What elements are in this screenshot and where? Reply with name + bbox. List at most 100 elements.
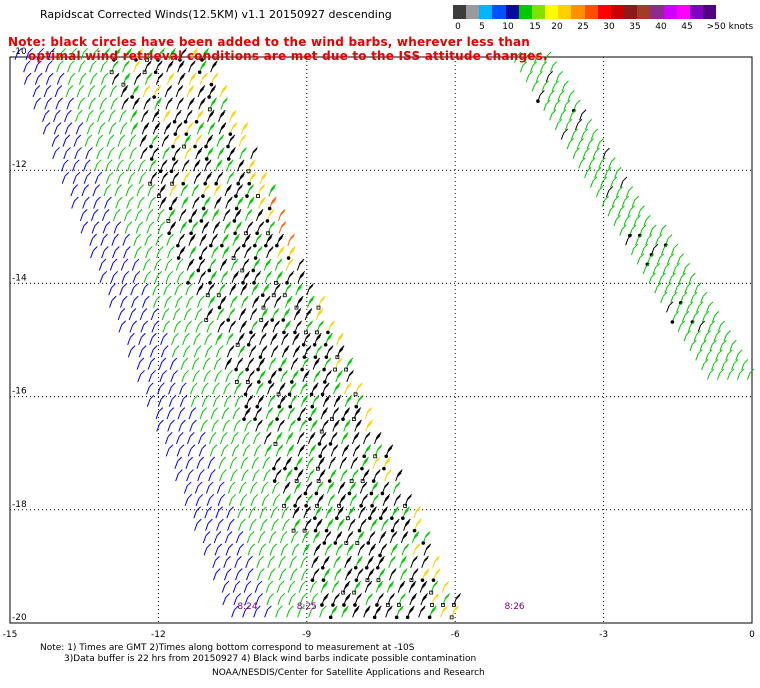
wind-barb (175, 295, 183, 308)
wind-barb (272, 469, 282, 483)
wind-barb (390, 543, 399, 556)
wind-barb (253, 444, 262, 457)
wind-barb (234, 184, 244, 198)
wind-barb (631, 195, 639, 207)
wind-barb (121, 72, 131, 87)
wind-barb (572, 147, 580, 159)
wind-barb (637, 205, 645, 217)
wind-barb (184, 147, 192, 160)
lon-tick-label: -15 (3, 630, 18, 640)
wind-barb (335, 370, 343, 383)
wind-barb (149, 345, 158, 358)
wind-barb (580, 128, 589, 140)
wind-barb (232, 233, 240, 246)
wind-barb (191, 184, 200, 197)
wind-barb (144, 72, 153, 85)
wind-barb (287, 580, 296, 593)
wind-barb (196, 456, 205, 469)
wind-barb (177, 407, 186, 420)
wind-barb (209, 432, 217, 445)
wind-barb (156, 209, 165, 222)
wind-barb (201, 382, 209, 395)
wind-barb (94, 159, 102, 172)
wind-barb (174, 283, 182, 296)
wind-barb (352, 580, 362, 595)
wind-barb (236, 171, 246, 186)
wind-barb (251, 258, 261, 273)
wind-barb (124, 47, 133, 61)
wind-barb (128, 134, 137, 147)
wind-barb (61, 159, 69, 172)
wind-barb (285, 258, 294, 271)
wind-barb (248, 345, 257, 358)
chart-title: Rapidscat Corrected Winds(12.5KM) v1.1 2… (40, 8, 392, 21)
wind-barb (309, 382, 319, 397)
wind-barb (148, 171, 158, 186)
wind-barb (165, 270, 174, 284)
wind-barb (249, 308, 258, 321)
wind-barb (578, 157, 586, 169)
wind-barb (209, 72, 219, 87)
wind-barb (625, 234, 633, 246)
wind-barb (172, 308, 181, 321)
wind-barb (225, 196, 233, 209)
wind-barb (410, 555, 418, 568)
wind-barb (169, 159, 179, 174)
wind-barb (315, 308, 324, 321)
wind-barb (221, 580, 230, 593)
wind-barb (125, 184, 134, 197)
wind-barb (344, 555, 352, 568)
wind-barb (216, 134, 225, 147)
wind-barb (181, 196, 189, 209)
wind-barb (300, 394, 309, 407)
wind-barb (212, 382, 220, 395)
wind-barb (431, 568, 441, 582)
wind-barb (300, 555, 308, 568)
wind-barb (357, 543, 366, 556)
wind-barb (201, 196, 211, 211)
wind-barb (370, 493, 380, 508)
wind-barb (296, 258, 305, 271)
wind-barb (188, 72, 197, 85)
wind-barb (198, 444, 207, 457)
lat-tick-label: -10 (12, 47, 27, 57)
wind-barb (563, 99, 571, 111)
wind-barb (613, 215, 621, 227)
wind-barb (276, 382, 286, 397)
wind-barb (211, 419, 219, 432)
wind-barb (147, 184, 156, 197)
wind-barb (590, 128, 599, 140)
wind-barb (198, 97, 206, 110)
wind-barb (244, 209, 253, 222)
wind-barb (130, 122, 139, 135)
wind-barb (353, 555, 363, 570)
wind-barb (128, 308, 137, 321)
wind-barb (253, 407, 263, 421)
wind-barb (153, 258, 162, 271)
wind-barb (204, 147, 214, 161)
wind-barb (89, 60, 97, 73)
wind-barb (543, 99, 551, 111)
wind-barb (138, 345, 147, 358)
wind-barb (112, 47, 122, 62)
wind-barb (249, 481, 258, 494)
wind-barb (43, 85, 52, 98)
colorbar-swatch (650, 5, 664, 19)
wind-barb (133, 72, 142, 85)
wind-barb (690, 291, 698, 303)
wind-barb (226, 506, 234, 519)
wind-barb (55, 97, 63, 110)
wind-barb (149, 147, 159, 161)
wind-barb (44, 97, 52, 110)
time-label: 8:26 (504, 602, 524, 612)
wind-barb (193, 332, 201, 345)
wind-barb (74, 147, 82, 160)
wind-barb (138, 332, 146, 345)
lat-tick-label: -14 (12, 273, 27, 283)
wind-barb (419, 580, 428, 593)
wind-barb (373, 444, 383, 459)
wind-barb (167, 419, 175, 432)
wind-barb (690, 311, 700, 324)
colorbar-label: 40 (655, 22, 667, 32)
wind-barb (101, 209, 110, 222)
